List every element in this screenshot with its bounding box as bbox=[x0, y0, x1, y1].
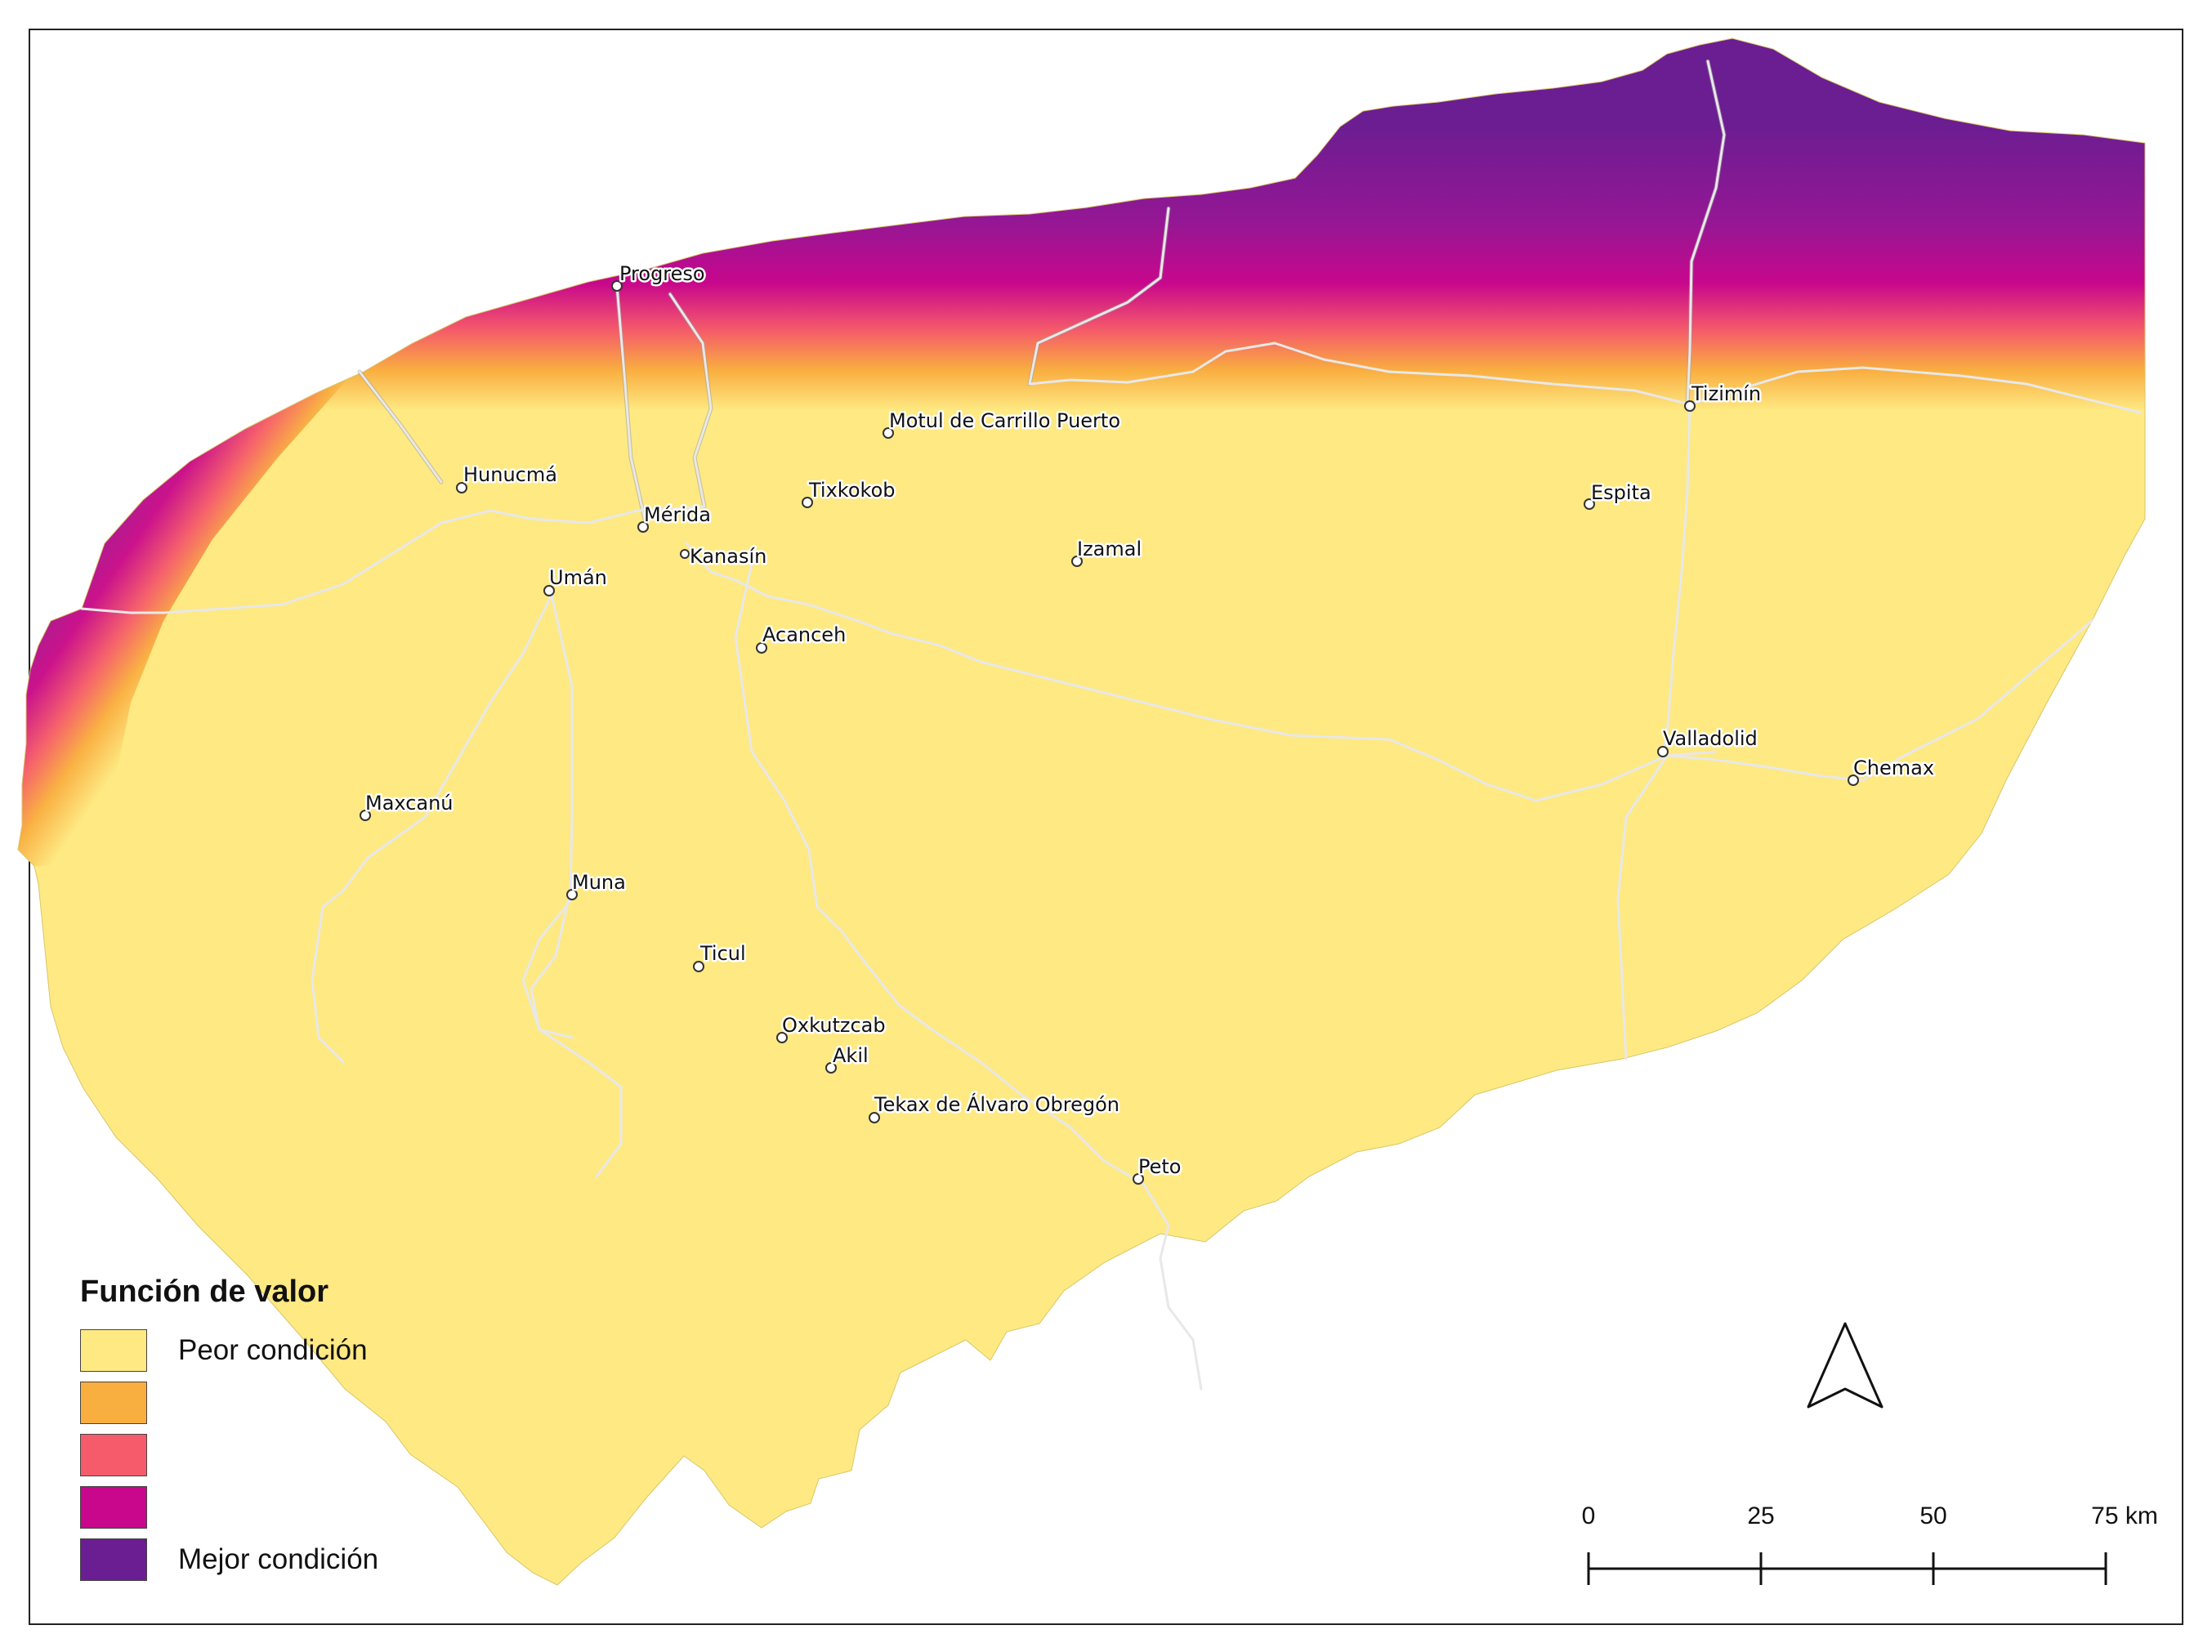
legend-swatch bbox=[80, 1329, 147, 1372]
city-izamal: Izamal bbox=[1071, 536, 1144, 567]
city-acanceh: Acanceh bbox=[756, 622, 848, 654]
city-merida: Mérida bbox=[637, 502, 713, 533]
city-markers: Progreso Motul de Carrillo Puerto Tizimí… bbox=[360, 261, 1937, 1185]
city-tekax: Tekax de Álvaro Obregón bbox=[869, 1091, 1122, 1123]
city-ticul: Ticul bbox=[693, 940, 748, 972]
scale-label-50: 50 bbox=[1919, 1502, 1946, 1529]
city-tixkokob: Tixkokob bbox=[802, 477, 897, 508]
svg-text:Tekax de Álvaro Obregón: Tekax de Álvaro Obregón bbox=[874, 1092, 1119, 1116]
city-akil: Akil bbox=[825, 1043, 870, 1074]
city-peto: Peto bbox=[1133, 1154, 1183, 1185]
city-muna: Muna bbox=[566, 869, 628, 900]
legend-item-4 bbox=[80, 1481, 378, 1534]
city-espita: Espita bbox=[1584, 480, 1653, 510]
svg-text:Progreso: Progreso bbox=[619, 262, 705, 285]
city-hunucma: Hunucmá bbox=[456, 462, 559, 493]
legend: Función de valor Peor condición Mejor co… bbox=[80, 1275, 378, 1586]
svg-text:Motul de Carrillo Puerto: Motul de Carrillo Puerto bbox=[889, 409, 1120, 432]
legend-label: Mejor condición bbox=[178, 1543, 379, 1575]
svg-text:Mérida: Mérida bbox=[644, 503, 711, 526]
legend-item-2 bbox=[80, 1377, 378, 1429]
legend-swatch bbox=[80, 1538, 147, 1581]
city-tizimin: Tizimín bbox=[1684, 381, 1763, 412]
city-kanasin: Kanasín bbox=[680, 543, 769, 570]
legend-label: Peor condición bbox=[178, 1334, 368, 1366]
city-valladolid: Valladolid bbox=[1657, 726, 1759, 757]
svg-text:Kanasín: Kanasín bbox=[690, 545, 766, 568]
city-chemax: Chemax bbox=[1848, 755, 1937, 786]
scale-label-25: 25 bbox=[1747, 1502, 1774, 1529]
svg-text:Tizimín: Tizimín bbox=[1691, 382, 1761, 405]
svg-text:Umán: Umán bbox=[549, 566, 607, 589]
city-maxcanu: Maxcanú bbox=[360, 790, 455, 821]
svg-text:Maxcanú: Maxcanú bbox=[365, 792, 454, 815]
city-progreso: Progreso bbox=[611, 261, 707, 292]
city-oxkutzcab: Oxkutzcab bbox=[776, 1012, 887, 1043]
legend-item-3 bbox=[80, 1429, 378, 1481]
legend-swatch bbox=[80, 1434, 147, 1476]
city-uman: Umán bbox=[543, 565, 609, 596]
svg-text:Hunucmá: Hunucmá bbox=[463, 463, 557, 486]
scale-bar: 0 25 50 75 km bbox=[1582, 1502, 2158, 1585]
north-arrow-icon bbox=[1807, 1322, 1884, 1409]
svg-text:Akil: Akil bbox=[833, 1044, 869, 1067]
road-network bbox=[80, 59, 2143, 1391]
scale-label-75: 75 km bbox=[2091, 1502, 2158, 1529]
state-boundary bbox=[17, 38, 2146, 1586]
svg-text:Izamal: Izamal bbox=[1077, 538, 1142, 560]
city-motul: Motul de Carrillo Puerto bbox=[883, 408, 1123, 439]
svg-text:Oxkutzcab: Oxkutzcab bbox=[782, 1014, 886, 1037]
legend-item-best: Mejor condición bbox=[80, 1534, 378, 1586]
legend-item-worst: Peor condición bbox=[80, 1324, 378, 1377]
legend-title: Función de valor bbox=[80, 1275, 329, 1309]
svg-text:Espita: Espita bbox=[1591, 481, 1651, 504]
legend-swatch bbox=[80, 1382, 147, 1424]
svg-text:Valladolid: Valladolid bbox=[1663, 727, 1758, 750]
svg-text:Chemax: Chemax bbox=[1853, 757, 1934, 779]
legend-swatch bbox=[80, 1486, 147, 1529]
svg-text:Peto: Peto bbox=[1138, 1155, 1181, 1178]
svg-text:Acanceh: Acanceh bbox=[762, 623, 846, 646]
svg-text:Tixkokob: Tixkokob bbox=[808, 479, 895, 502]
svg-text:Ticul: Ticul bbox=[699, 942, 746, 965]
svg-text:Muna: Muna bbox=[572, 871, 626, 894]
scale-label-0: 0 bbox=[1582, 1502, 1596, 1529]
